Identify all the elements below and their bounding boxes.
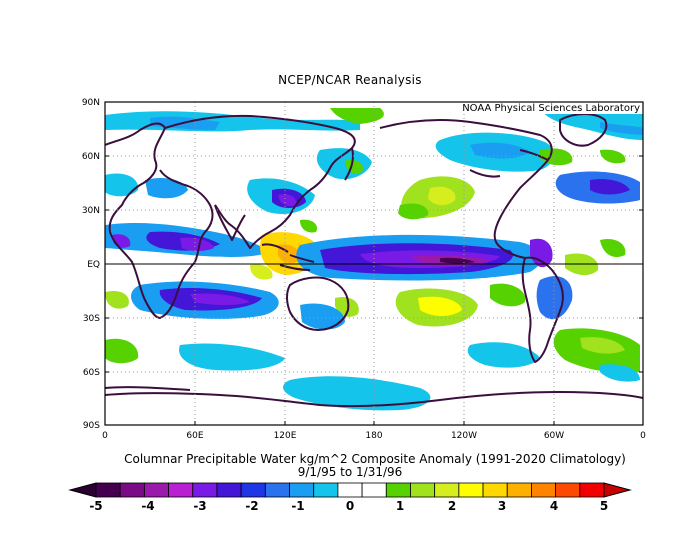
colorbar-swatch [95,482,121,498]
colorbar-swatch [143,482,169,498]
colorbar-tick-label: 5 [600,499,608,513]
lon-label: 0 [640,431,646,441]
colorbar-low-arrow [68,482,97,498]
lat-label: 60N [82,152,100,162]
lat-label: 30S [83,314,100,324]
caption-dates: 9/1/95 to 1/31/96 [297,465,403,479]
colorbar-swatch [506,482,532,498]
colorbar-swatch [240,482,266,498]
anomaly-fields [105,108,643,411]
lon-label: 180 [365,431,382,441]
lat-label: 90N [82,98,100,108]
colorbar-swatch [410,482,436,498]
plot-title: NCEP/NCAR Reanalysis [278,73,422,87]
colorbar-swatch [216,482,242,498]
colorbar-tick-label: -4 [141,499,154,513]
colorbar [68,482,632,498]
colorbar-swatch [385,482,411,498]
colorbar-tick-label: 0 [346,499,354,513]
lat-label: 60S [83,368,100,378]
colorbar-swatch [192,482,218,498]
colorbar-tick-label: -1 [291,499,304,513]
credit-label: NOAA Physical Sciences Laboratory [462,103,640,114]
gridlines [105,102,643,425]
lon-label: 60E [186,431,203,441]
lat-label: 90S [83,421,100,431]
colorbar-swatch [579,482,605,498]
colorbar-swatch [458,482,484,498]
colorbar-tick-label: 4 [550,499,558,513]
colorbar-swatch [361,482,387,498]
lon-label: 120E [274,431,297,441]
colorbar-swatch [168,482,194,498]
colorbar-swatch [313,482,339,498]
lon-label: 120W [451,431,477,441]
lon-label: 0 [102,431,108,441]
colorbar-swatch [264,482,290,498]
credit-box [460,100,643,114]
colorbar-swatch [531,482,557,498]
colorbar-swatch [337,482,363,498]
colorbar-swatch [555,482,581,498]
lon-label: 60W [544,431,564,441]
lon-ticks [194,421,555,425]
lat-ticks [105,155,643,373]
colorbar-tick-label: -3 [193,499,206,513]
coastlines [104,113,644,408]
colorbar-swatch [119,482,145,498]
colorbar-swatch [482,482,508,498]
map-panel: NOAA Physical Sciences Laboratory [104,100,644,426]
colorbar-tick-label: 1 [396,499,404,513]
longitude-axis: 0 60E 120E 180 120W 60W 0 [102,431,646,441]
latitude-axis: 90N 60N 30N EQ 30S 60S 90S [82,98,100,431]
caption-variable: Columnar Precipitable Water kg/m^2 Compo… [124,452,626,466]
lat-label: 30N [82,206,100,216]
lat-label: EQ [87,260,100,270]
colorbar-tick-label: 3 [498,499,506,513]
colorbar-tick-label: 2 [448,499,456,513]
colorbar-swatch [289,482,315,498]
colorbar-tick-label: -2 [245,499,258,513]
colorbar-high-arrow [603,482,632,498]
colorbar-labels: -5 -4 -3 -2 -1 0 1 2 3 4 5 [89,499,608,513]
colorbar-swatch [434,482,460,498]
colorbar-tick-label: -5 [89,499,102,513]
